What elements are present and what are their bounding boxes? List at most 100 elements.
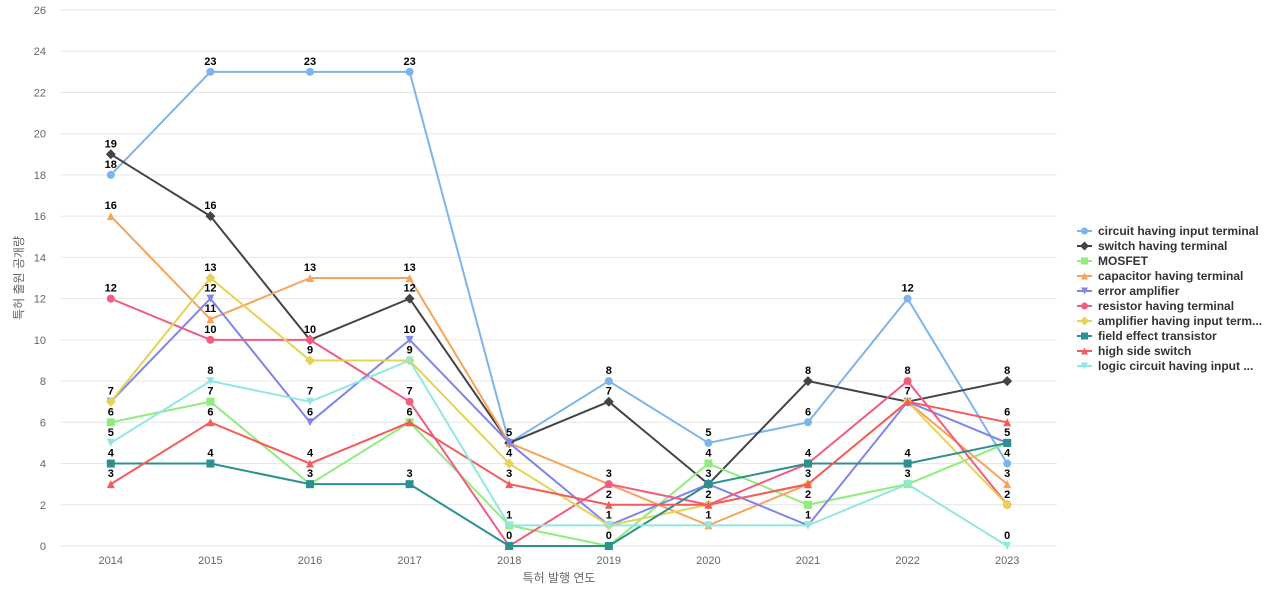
legend-label: circuit having input terminal — [1098, 224, 1259, 238]
data-point — [704, 459, 713, 468]
legend-marker — [1081, 287, 1088, 295]
series-line — [110, 359, 1008, 547]
x-tick-label: 2023 — [995, 555, 1019, 567]
data-label: 13 — [304, 262, 316, 274]
y-tick-label: 0 — [40, 541, 46, 553]
data-point — [206, 459, 215, 468]
legend-item[interactable]: resistor having terminal — [1077, 299, 1234, 313]
data-point — [206, 377, 215, 386]
data-label: 3 — [705, 468, 711, 480]
data-label: 18 — [105, 159, 117, 171]
legend-item[interactable]: switch having terminal — [1077, 239, 1227, 253]
data-point — [106, 170, 115, 179]
data-point — [106, 480, 115, 489]
data-label: 5 — [108, 427, 114, 439]
legend-label: high side switch — [1098, 344, 1191, 358]
x-axis-title: 특허 발행 연도 — [523, 570, 596, 585]
data-label: 12 — [204, 283, 216, 295]
x-tick-label: 2018 — [497, 555, 521, 567]
data-point — [306, 397, 314, 406]
data-point — [1003, 459, 1012, 468]
legend-marker — [1081, 227, 1088, 235]
legend-item[interactable]: field effect transistor — [1077, 329, 1217, 343]
data-label: 0 — [506, 530, 512, 542]
series-9 — [106, 356, 1012, 550]
data-point — [106, 212, 115, 221]
data-point — [1002, 499, 1013, 510]
data-labels: 1819616712435231671112101346823103136947… — [105, 56, 1011, 542]
y-tick-label: 22 — [34, 87, 46, 99]
data-label: 13 — [403, 262, 415, 274]
legend-item[interactable]: capacitor having terminal — [1077, 269, 1243, 283]
series-2 — [106, 397, 1012, 550]
legend-marker — [1080, 241, 1089, 251]
data-point — [306, 274, 314, 282]
y-tick-label: 14 — [34, 252, 46, 264]
data-point — [1003, 480, 1012, 489]
data-point — [604, 521, 613, 530]
data-label: 8 — [606, 365, 612, 377]
legend-marker — [1081, 257, 1088, 265]
data-label: 19 — [105, 138, 117, 150]
data-point — [903, 397, 912, 406]
data-point — [604, 500, 613, 509]
data-point — [206, 67, 215, 76]
x-axis: 2014 2015 2016 2017 2018 2019 2020 2021 2022 2023 — [99, 555, 1020, 567]
y-tick-label: 26 — [34, 5, 46, 17]
data-label: 23 — [403, 56, 415, 68]
x-tick-label: 2019 — [597, 555, 621, 567]
y-tick-label: 2 — [40, 500, 46, 512]
data-point — [106, 438, 115, 447]
data-point — [504, 458, 515, 469]
series-line — [110, 215, 1008, 527]
data-point — [505, 480, 514, 489]
data-point — [1003, 438, 1012, 447]
data-label: 4 — [207, 448, 214, 460]
data-label: 5 — [506, 427, 512, 439]
data-label: 4 — [705, 448, 712, 460]
data-label: 7 — [207, 386, 213, 398]
data-label: 3 — [805, 468, 811, 480]
data-label: 4 — [506, 448, 513, 460]
data-point — [903, 459, 912, 468]
data-point — [405, 397, 414, 406]
data-label: 2 — [606, 489, 612, 501]
legend-marker — [1081, 302, 1088, 310]
data-point — [604, 542, 613, 550]
x-tick-label: 2022 — [895, 555, 919, 567]
data-point — [505, 438, 514, 447]
data-label: 3 — [1004, 468, 1010, 480]
legend-item[interactable]: amplifier having input term... — [1077, 314, 1262, 328]
data-point — [206, 335, 215, 344]
series-line — [110, 441, 1008, 547]
x-tick-label: 2016 — [298, 555, 322, 567]
series-line — [110, 277, 1008, 527]
y-tick-label: 16 — [34, 211, 46, 223]
legend-item[interactable]: error amplifier — [1077, 284, 1180, 298]
legend-item[interactable]: circuit having input terminal — [1077, 224, 1259, 238]
data-point — [206, 315, 215, 324]
legend-item[interactable]: logic circuit having input ... — [1077, 359, 1253, 373]
legend-item[interactable]: high side switch — [1077, 344, 1191, 358]
data-point — [306, 459, 314, 468]
data-label: 10 — [304, 324, 316, 336]
data-point — [804, 480, 812, 489]
data-label: 1 — [606, 509, 612, 521]
data-label: 6 — [1004, 406, 1010, 418]
data-point — [105, 396, 116, 407]
data-label: 8 — [1004, 365, 1010, 377]
data-label: 4 — [108, 448, 115, 460]
data-label: 6 — [307, 406, 313, 418]
data-label: 16 — [105, 200, 117, 212]
data-point — [205, 273, 216, 283]
legend-item[interactable]: MOSFET — [1077, 254, 1149, 268]
data-label: 0 — [606, 530, 612, 542]
data-point — [206, 397, 215, 406]
series-6 — [105, 273, 1013, 531]
data-point — [106, 294, 115, 303]
data-point — [603, 396, 614, 407]
legend-label: MOSFET — [1098, 254, 1149, 268]
data-label: 8 — [207, 365, 213, 377]
